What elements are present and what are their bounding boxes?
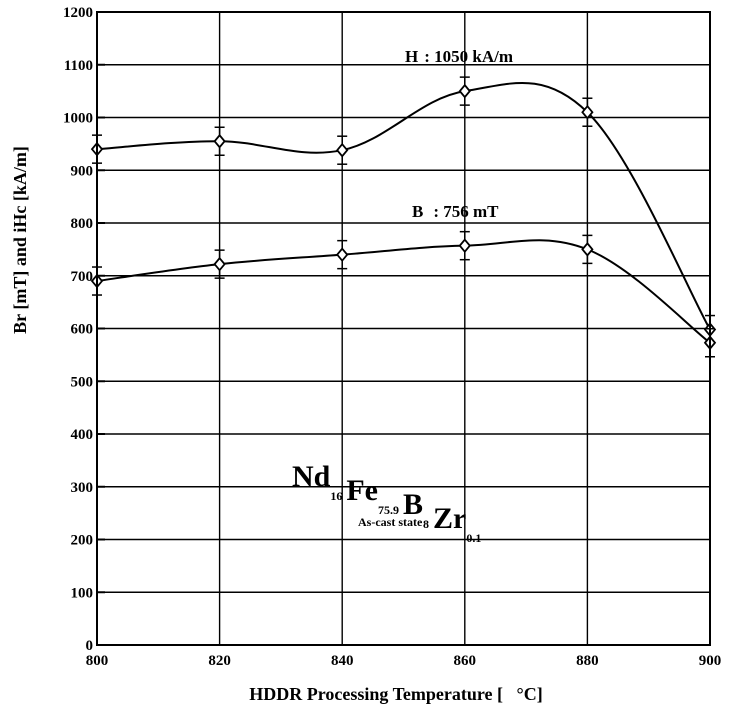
y-tick-label: 600 [71, 322, 94, 338]
y-tick-label: 400 [71, 427, 94, 443]
formula-subscript: 8 [423, 517, 429, 531]
ihc-value: : 1050 kA/m [424, 47, 513, 66]
y-axis-title: Br [mT] and iHc [kA/m] [10, 146, 30, 334]
data-point-ihc [581, 97, 594, 127]
series-line-br [96, 239, 711, 344]
y-tick-label: 300 [71, 480, 94, 496]
data-point-br [458, 230, 471, 261]
plot-frame [96, 11, 711, 646]
x-tick-label: 860 [454, 653, 477, 669]
data-point-br [213, 249, 226, 279]
y-axis-ticks: 0 100 200 300 400 500 600 700 800 900 1000 1100 1200 [63, 5, 93, 654]
y-tick-label: 200 [71, 533, 94, 549]
x-tick-label: 800 [86, 653, 109, 669]
y-tick-label: 1100 [64, 58, 93, 74]
x-tick-label: 840 [331, 653, 354, 669]
formula-element: Zr [433, 502, 466, 535]
y-tick-label: 1200 [63, 5, 93, 21]
br-value: : 756 mT [433, 202, 499, 221]
br-annotation: B : 756 mT [412, 202, 499, 221]
formula-element: Nd [292, 460, 331, 493]
formula-subscript: 75.9 [378, 503, 399, 517]
formula-subscript: 16 [330, 489, 342, 503]
composition-state: As-cast state [358, 515, 423, 529]
y-tick-label: 800 [71, 216, 94, 232]
composition-formula: Nd16 Fe75.9 B8 Zr0.1 [292, 460, 481, 545]
y-tick-label: 500 [71, 374, 94, 390]
data-point-ihc [458, 76, 471, 106]
series-line-ihc [96, 82, 711, 331]
ihc-annotation: H : 1050 kA/m [405, 47, 513, 66]
y-tick-label: 1000 [63, 111, 93, 127]
br-symbol: B [412, 202, 423, 221]
y-tick-label: 900 [71, 163, 94, 179]
series-lines [96, 82, 711, 344]
ihc-symbol: H [405, 47, 418, 66]
data-point-br [581, 234, 594, 265]
y-tick-label: 700 [71, 269, 94, 285]
x-tick-label: 820 [208, 653, 231, 669]
x-axis-ticks: 800 820 840 860 880 900 [86, 653, 722, 669]
grid [96, 11, 711, 646]
x-axis-title: HDDR Processing Temperature [ °C] [249, 684, 543, 704]
formula-subscript: 0.1 [466, 531, 481, 545]
x-tick-label: 900 [699, 653, 722, 669]
formula-element: B [403, 488, 423, 521]
data-point-ihc [336, 135, 349, 165]
y-tick-label: 0 [86, 638, 94, 654]
y-tick-label: 100 [71, 585, 94, 601]
data-point-br [336, 239, 349, 270]
data-point-ihc [213, 126, 226, 156]
formula-element: Fe [346, 474, 378, 507]
x-tick-label: 880 [576, 653, 599, 669]
